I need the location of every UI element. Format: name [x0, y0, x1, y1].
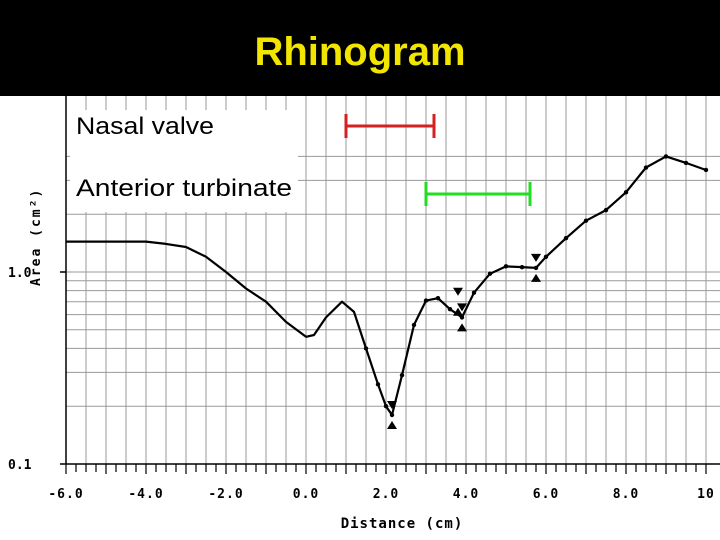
series-point	[703, 167, 709, 173]
x-tick-label: 10	[697, 487, 715, 502]
series-point	[363, 346, 369, 351]
annotation-label: Nasal valve	[76, 113, 214, 140]
down-triangle-marker	[387, 400, 397, 409]
series-point	[683, 160, 689, 166]
down-triangle-marker	[531, 253, 541, 262]
x-tick-label: 2.0	[373, 487, 399, 502]
series-point	[533, 265, 539, 271]
chart-axes: -6.0 -4.0 -2.0 0.0 2.0 4.0 6.0 8.0 10 0.1 1.0	[8, 96, 720, 502]
x-tick-label: -4.0	[128, 487, 163, 502]
series-point	[471, 290, 477, 295]
x-tick-label: 6.0	[533, 487, 559, 502]
title-bar: Rhinogram	[0, 0, 720, 96]
series-point	[643, 165, 649, 170]
series-point	[411, 322, 417, 328]
series-point	[459, 315, 465, 320]
series-point	[543, 254, 549, 259]
series-point	[563, 235, 569, 241]
series-point	[435, 296, 441, 301]
series-point	[423, 298, 429, 303]
annotations: Nasal valve Anterior turbinate	[70, 110, 532, 212]
series-point	[519, 264, 525, 270]
series-point	[603, 207, 609, 213]
up-triangle-marker	[531, 273, 541, 282]
x-tick-label: -6.0	[48, 487, 83, 502]
y-tick-label: 0.1	[8, 458, 32, 473]
x-tick-label: -2.0	[208, 487, 243, 502]
up-triangle-marker	[387, 420, 397, 429]
y-axis-label: Area (cm²)	[29, 188, 44, 286]
annotation-box	[70, 110, 298, 212]
series-point	[503, 264, 509, 269]
series-point	[389, 412, 395, 418]
series-layer	[66, 154, 709, 418]
markers-layer	[387, 253, 541, 429]
down-triangle-marker	[453, 287, 463, 296]
series-line	[66, 155, 707, 417]
up-triangle-marker	[453, 307, 463, 316]
x-axis-label: Distance (cm)	[341, 516, 464, 532]
x-tick-label: 8.0	[613, 487, 639, 502]
annotation-label: Anterior turbinate	[76, 175, 292, 202]
series-point	[623, 190, 629, 195]
slide-title: Rhinogram	[254, 30, 466, 74]
series-point	[399, 373, 405, 378]
up-triangle-marker	[457, 323, 467, 332]
series-point	[375, 382, 381, 387]
series-point	[447, 307, 453, 312]
series-point	[663, 154, 669, 159]
down-triangle-marker	[457, 303, 467, 312]
series-point	[487, 271, 493, 276]
x-tick-label: 0.0	[293, 487, 319, 502]
x-tick-label: 4.0	[453, 487, 479, 502]
y-tick-label: 1.0	[8, 266, 32, 281]
rhinogram-chart: -6.0 -4.0 -2.0 0.0 2.0 4.0 6.0 8.0 10 0.1 1.0 Nasa…	[8, 96, 720, 532]
labels-layer: Area (cm²) Distance (cm)	[29, 188, 464, 532]
series-point	[583, 218, 589, 223]
series-point	[383, 404, 389, 409]
